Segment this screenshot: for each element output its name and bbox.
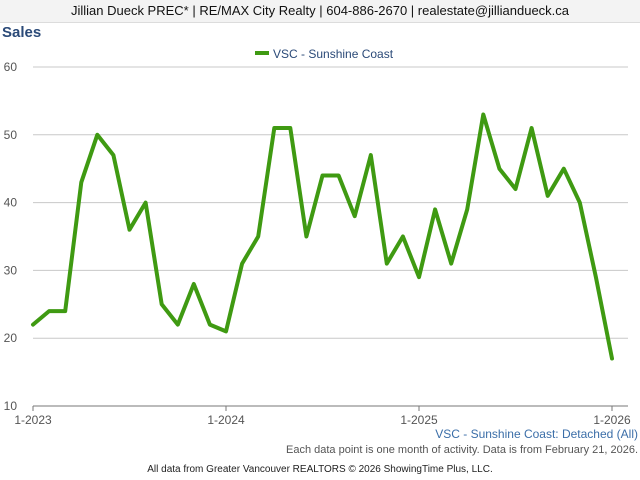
header-bar: Jillian Dueck PREC* | RE/MAX City Realty…: [0, 0, 640, 23]
chart-subtitle: VSC - Sunshine Coast: Detached (All): [435, 427, 638, 441]
y-tick-label: 30: [4, 263, 18, 277]
chart-title: Sales: [2, 24, 42, 41]
x-tick-label: 1-2025: [400, 413, 438, 427]
chart-area: 10 20 30 40 50 60 1-2023 1-2024 1-2025 1-2026 VSC …: [0, 40, 640, 440]
y-tick-label: 40: [4, 196, 18, 210]
y-tick-label: 20: [4, 331, 18, 345]
x-tick-label: 1-2026: [593, 413, 631, 427]
y-tick-label: 60: [4, 60, 18, 74]
data-note: Each data point is one month of activity…: [286, 444, 638, 456]
y-tick-label: 10: [4, 399, 18, 413]
series-line-vsc: [31, 112, 614, 361]
y-tick-label: 50: [4, 128, 18, 142]
legend-label: VSC - Sunshine Coast: [273, 47, 394, 61]
x-tick-label: 1-2023: [14, 413, 52, 427]
x-tick-label: 1-2024: [207, 413, 245, 427]
source-footer: All data from Greater Vancouver REALTORS…: [147, 464, 493, 475]
line-chart: 10 20 30 40 50 60 1-2023 1-2024 1-2025 1-2026 VSC …: [4, 47, 631, 427]
